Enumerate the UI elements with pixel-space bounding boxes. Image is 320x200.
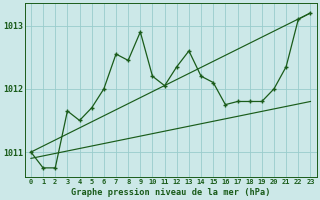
X-axis label: Graphe pression niveau de la mer (hPa): Graphe pression niveau de la mer (hPa) <box>71 188 270 197</box>
